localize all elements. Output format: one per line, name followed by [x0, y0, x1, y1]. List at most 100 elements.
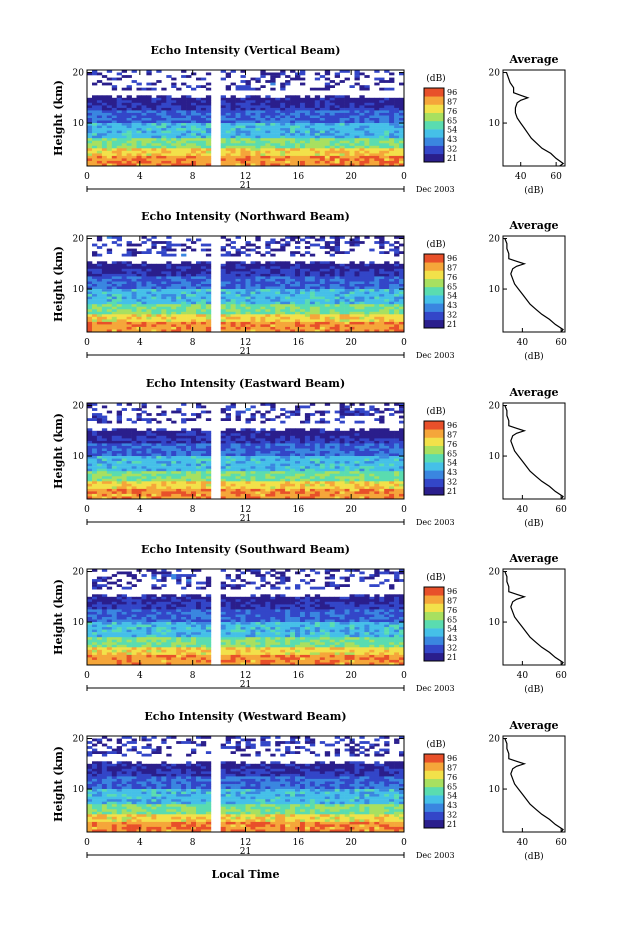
heatmap-cell — [319, 463, 326, 467]
heatmap-cell — [304, 415, 311, 419]
heatmap-cell — [319, 304, 326, 307]
heatmap-cell — [230, 438, 236, 442]
heatmap-cell — [300, 299, 306, 302]
heatmap-cell — [186, 266, 192, 270]
heatmap-cell — [280, 97, 286, 101]
heatmap-cell — [339, 405, 345, 409]
heatmap-cell — [220, 133, 226, 136]
heatmap-cell — [275, 97, 281, 101]
heatmap-cell — [364, 294, 370, 297]
heatmap-cell — [255, 410, 261, 414]
heatmap-cell — [285, 100, 291, 104]
heatmap-cell — [186, 75, 192, 78]
heatmap-cell — [87, 324, 93, 328]
heatmap-cell — [359, 458, 365, 462]
heatmap-cell — [191, 301, 197, 305]
heatmap-cell — [151, 433, 157, 437]
heatmap-cell — [136, 87, 142, 91]
heatmap-cell — [295, 301, 301, 305]
heatmap-cell — [324, 105, 331, 109]
heatmap-cell — [300, 304, 306, 307]
heatmap-cell — [329, 123, 335, 126]
heatmap-cell — [364, 148, 370, 152]
heatmap-cell — [389, 158, 395, 162]
heatmap-cell — [275, 125, 281, 129]
heatmap-cell — [369, 128, 375, 131]
heatmap-cell — [339, 130, 345, 134]
heatmap-cell — [101, 299, 108, 302]
heatmap-cell — [87, 299, 93, 302]
heatmap-cell — [121, 130, 127, 134]
heatmap-cell — [329, 107, 335, 111]
heatmap-cell — [344, 453, 350, 457]
heatmap-cell — [220, 309, 226, 313]
heatmap-cell — [106, 133, 113, 136]
heatmap-cell — [136, 316, 142, 320]
heatmap-cell — [196, 284, 202, 287]
heatmap-cell — [295, 326, 301, 330]
heatmap-cell — [106, 70, 113, 73]
heatmap-cell — [96, 115, 103, 119]
heatmap-cell — [166, 95, 172, 99]
heatmap-cell — [111, 241, 118, 244]
heatmap-cell — [354, 289, 360, 292]
heatmap-cell — [156, 458, 162, 462]
heatmap-cell — [275, 456, 281, 459]
heatmap-cell — [319, 87, 326, 91]
heatmap-cell — [161, 466, 167, 469]
heatmap-cell — [171, 294, 177, 297]
heatmap-cell — [290, 123, 296, 126]
heatmap-cell — [151, 143, 157, 147]
heatmap-cell — [156, 413, 162, 416]
heatmap-cell — [295, 443, 301, 447]
heatmap-cell — [359, 110, 365, 114]
heatmap-cell — [379, 128, 385, 131]
heatmap-cell — [121, 107, 127, 111]
heatmap-cell — [334, 100, 340, 104]
heatmap-cell — [181, 296, 187, 300]
heatmap-cell — [161, 253, 167, 257]
heatmap-cell — [265, 321, 271, 325]
heatmap-cell — [161, 321, 167, 325]
heatmap-cell — [220, 97, 226, 101]
heatmap-cell — [240, 319, 246, 323]
heatmap-cell — [126, 107, 132, 111]
heatmap-cell — [379, 158, 385, 162]
heatmap-cell — [230, 461, 236, 464]
heatmap-cell — [379, 319, 385, 323]
heatmap-cell — [290, 314, 296, 318]
heatmap-cell — [111, 309, 118, 313]
heatmap-cell — [181, 160, 187, 164]
heatmap-cell — [255, 433, 261, 437]
heatmap-cell — [374, 461, 380, 464]
heatmap-cell — [300, 163, 306, 167]
heatmap-cell — [121, 294, 127, 297]
heatmap-cell — [364, 440, 370, 444]
heatmap-cell — [186, 271, 192, 275]
heatmap-cell — [339, 286, 345, 290]
heatmap-cell — [359, 435, 365, 439]
heatmap-cell — [359, 314, 365, 318]
heatmap-cell — [290, 140, 296, 144]
heatmap-cell — [329, 463, 335, 467]
heatmap-cell — [399, 415, 405, 419]
heatmap-cell — [161, 115, 167, 119]
heatmap-cell — [230, 266, 236, 270]
heatmap-cell — [399, 329, 405, 333]
heatmap-cell — [186, 125, 192, 129]
heatmap-cell — [285, 299, 291, 302]
heatmap-cell — [314, 291, 321, 295]
heatmap-cell — [319, 75, 326, 78]
heatmap-cell — [295, 448, 301, 452]
colorbar-swatch — [424, 145, 444, 155]
heatmap-cell — [141, 143, 147, 147]
heatmap-cell — [176, 443, 182, 447]
heatmap-cell — [116, 273, 122, 277]
heatmap-cell — [359, 135, 365, 139]
heatmap-cell — [245, 266, 251, 270]
colorbar-swatch — [424, 254, 444, 263]
heatmap-cell — [309, 115, 316, 119]
heatmap-cell — [359, 87, 365, 91]
heatmap-cell — [235, 430, 241, 434]
heatmap-cell — [240, 329, 246, 333]
